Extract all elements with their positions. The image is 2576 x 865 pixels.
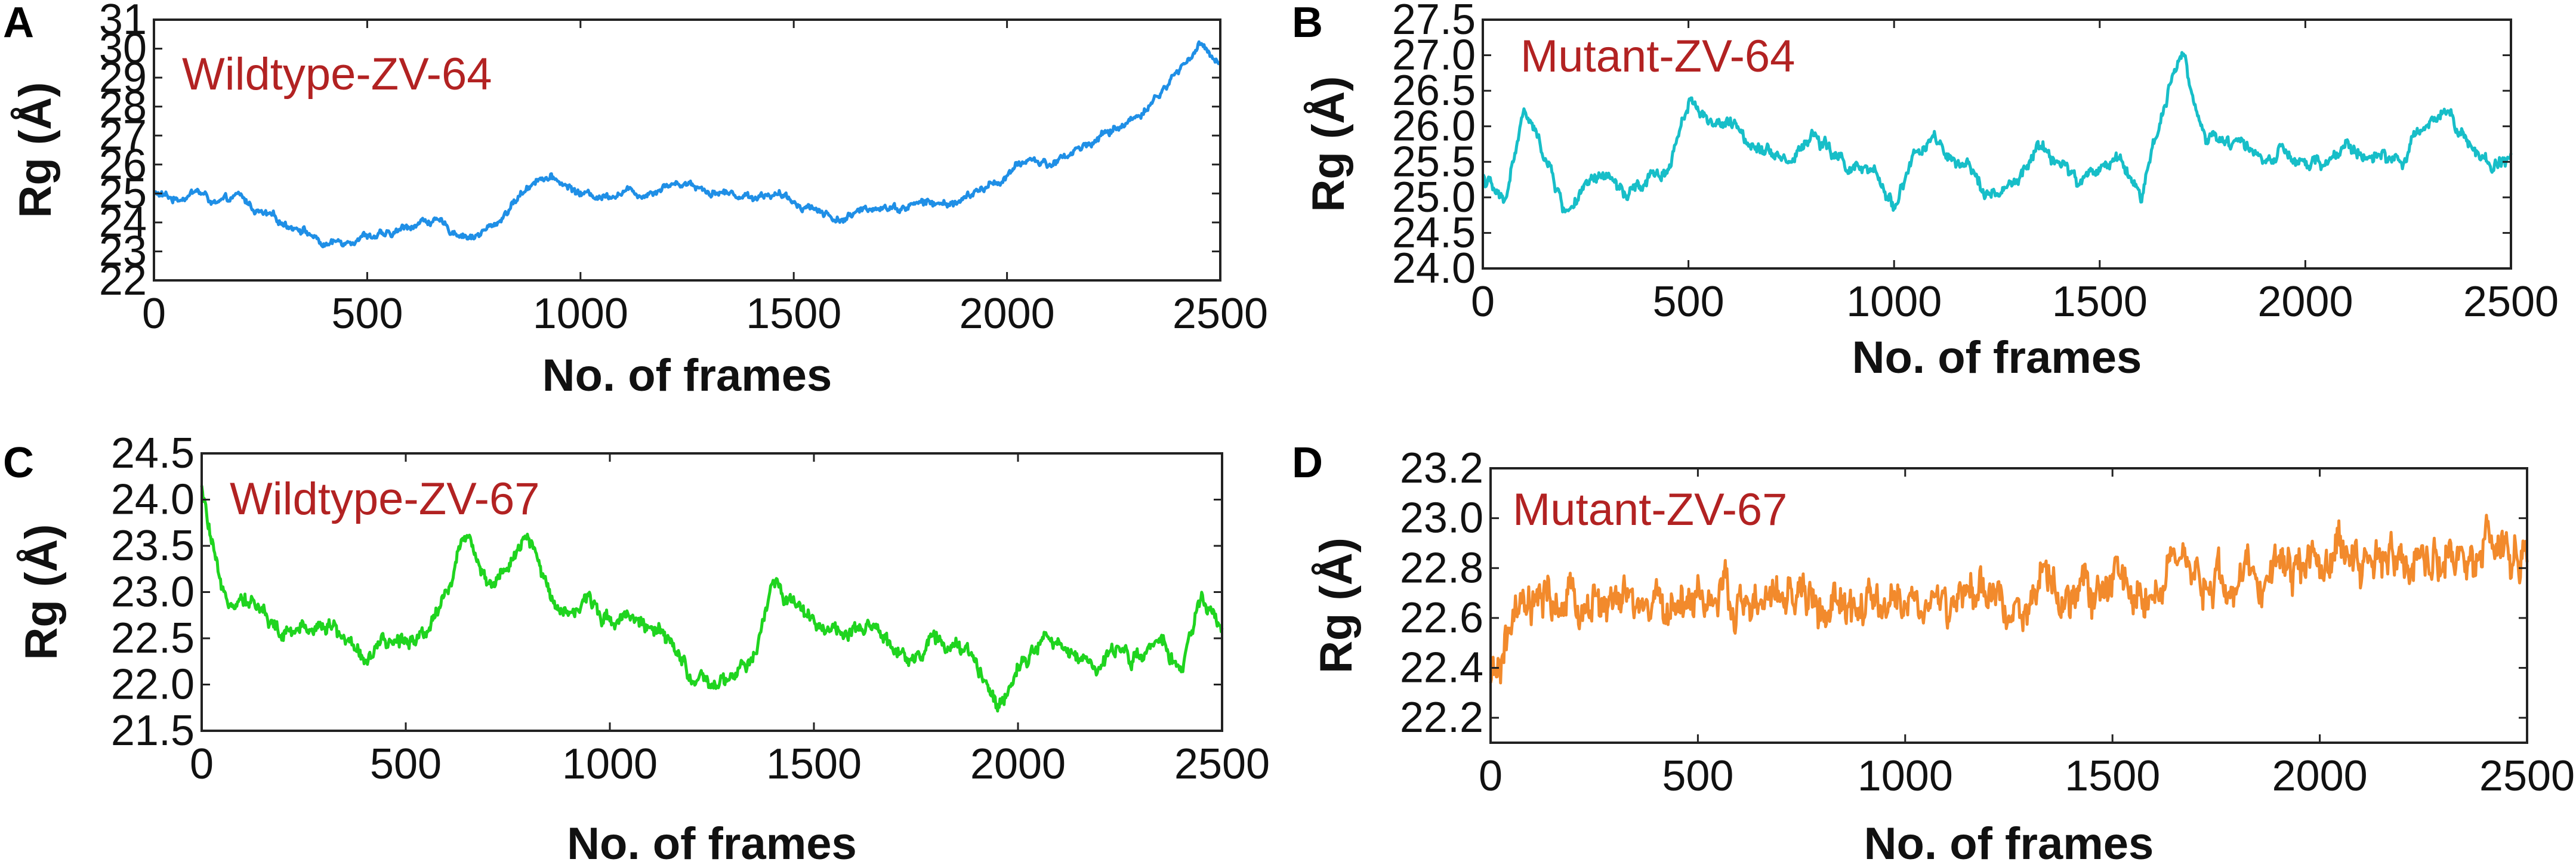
chart-title: Mutant-ZV-64 [1520,31,1795,82]
y-tick-label: 28 [99,83,147,131]
y-tick-label: 30 [99,25,147,73]
y-tick-label: 22.0 [111,661,195,709]
chart-panel-d: D0 500 1000 1500 2000 250022.222.422.622.823.… [1292,439,2575,865]
series-line-c [200,485,1224,713]
x-tick-label: 500 [370,740,442,788]
x-tick-label: 2000 [2257,278,2353,326]
x-axis-label: No. of frames [1852,332,2142,383]
x-tick-label: 0 [142,290,166,338]
x-tick-label: 2000 [960,290,1055,338]
chart-panel-a: A 0 500 1000 1500 2000 2500 2223242526272829303… [3,0,1268,401]
plot-frame [1489,467,2528,744]
x-tick-label: 500 [331,290,403,338]
x-tick-label: 500 [1653,278,1724,326]
x-axis-label: No. of frames [567,818,857,865]
x-tick-label: 1500 [2065,752,2160,800]
series-line-a [152,40,1221,249]
x-tick-label: 0 [1479,752,1503,800]
y-tick-label: 25.0 [1392,174,1476,221]
y-axis-label: Rg (Å) [10,82,61,218]
x-tick-label: 500 [1662,752,1733,800]
y-tick-label: 26.5 [1392,67,1476,115]
plot-frame [153,18,1221,282]
y-axis-label: Rg (Å) [1311,537,1362,674]
y-tick-label: 25 [99,169,147,217]
x-tick-label: 2500 [2463,278,2559,326]
y-tick-label: 29 [99,54,147,101]
x-tick-label: 1500 [746,290,841,338]
panel-letter: C [3,439,34,487]
chart-panel-c: C 0 500 1000 1500 2000 2500 21.522.022.523.023.… [3,430,1270,865]
plot-frame [1482,18,2512,270]
chart-panel-b: B0 500 1000 1500 2000 250024.024.525.025.526.… [1292,0,2559,383]
y-tick-label: 26 [99,141,147,189]
y-tick-label: 27 [99,112,147,159]
y-tick-label: 21.5 [111,707,195,755]
y-tick-label: 22.2 [1400,694,1483,742]
x-tick-label: 0 [1471,278,1495,326]
y-axis-label: Rg (Å) [1303,76,1354,212]
panel-letter: A [3,0,34,47]
x-tick-label: 2500 [2479,752,2575,800]
y-tick-label: 24.0 [111,476,195,524]
y-tick-label: 23.0 [111,569,195,616]
y-tick-label: 27.0 [1392,32,1476,79]
y-tick-label: 24.5 [111,430,195,477]
y-tick-label: 25.5 [1392,138,1476,186]
y-tick-label: 22.8 [1400,544,1483,592]
y-tick-label: 27.5 [1392,0,1476,44]
x-tick-label: 2000 [2272,752,2368,800]
x-tick-label: 2500 [1173,290,1268,338]
y-tick-label: 23.5 [111,522,195,570]
y-tick-label: 22.4 [1400,644,1483,692]
chart-title: Mutant-ZV-67 [1513,484,1787,535]
x-axis-label: No. of frames [1864,818,2154,865]
x-tick-label: 0 [190,740,214,788]
y-tick-label: 22.5 [111,614,195,662]
x-tick-label: 1000 [562,740,658,788]
y-tick-label: 24 [99,199,147,246]
x-tick-label: 1000 [533,290,628,338]
x-tick-label: 1000 [1858,752,1953,800]
y-tick-label: 24.5 [1392,209,1476,257]
x-tick-label: 1500 [2052,278,2148,326]
x-tick-label: 1000 [1846,278,1942,326]
y-tick-label: 26.0 [1392,103,1476,150]
y-tick-label: 23.2 [1400,444,1483,492]
x-axis-label: No. of frames [542,350,832,401]
y-axis-label: Rg (Å) [16,524,67,660]
y-tick-label: 22 [99,257,147,304]
panel-letter: D [1292,439,1323,487]
series-line-b [1481,51,2513,214]
y-tick-label: 31 [99,0,147,44]
panel-letter: B [1292,0,1323,47]
chart-title: Wildtype-ZV-64 [182,49,492,100]
x-tick-label: 2500 [1174,740,1270,788]
y-tick-label: 22.6 [1400,594,1483,642]
series-line-d [1489,514,2529,685]
y-tick-label: 24.0 [1392,245,1476,292]
chart-title: Wildtype-ZV-67 [230,474,540,524]
x-tick-label: 2000 [970,740,1066,788]
y-tick-label: 23.0 [1400,495,1483,542]
x-tick-label: 1500 [766,740,862,788]
y-tick-label: 23 [99,227,147,275]
